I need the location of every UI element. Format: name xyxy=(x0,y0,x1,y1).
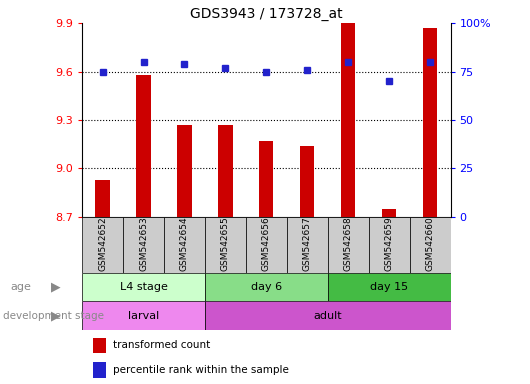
Text: development stage: development stage xyxy=(3,311,104,321)
Bar xyxy=(136,75,151,217)
Bar xyxy=(328,217,369,273)
Bar xyxy=(259,141,273,217)
Text: GSM542659: GSM542659 xyxy=(385,216,394,271)
Text: GSM542653: GSM542653 xyxy=(139,216,148,271)
Text: ▶: ▶ xyxy=(51,281,60,293)
Text: larval: larval xyxy=(128,311,159,321)
Text: day 6: day 6 xyxy=(251,282,282,292)
Text: GSM542654: GSM542654 xyxy=(180,216,189,271)
Bar xyxy=(246,217,287,273)
Bar xyxy=(123,217,164,273)
Text: adult: adult xyxy=(313,311,342,321)
Text: GSM542657: GSM542657 xyxy=(303,216,312,271)
Bar xyxy=(82,273,205,301)
Bar xyxy=(95,180,110,217)
Bar xyxy=(164,217,205,273)
Title: GDS3943 / 173728_at: GDS3943 / 173728_at xyxy=(190,7,342,21)
Bar xyxy=(287,217,328,273)
Bar xyxy=(410,217,450,273)
Text: GSM542656: GSM542656 xyxy=(262,216,271,271)
Bar xyxy=(382,209,396,217)
Bar xyxy=(369,217,410,273)
Bar xyxy=(328,273,450,301)
Bar xyxy=(82,301,205,330)
Text: GSM542655: GSM542655 xyxy=(221,216,230,271)
Bar xyxy=(341,23,355,217)
Text: GSM542660: GSM542660 xyxy=(426,216,435,271)
Bar xyxy=(205,301,450,330)
Bar xyxy=(93,362,106,377)
Bar xyxy=(178,125,192,217)
Text: age: age xyxy=(11,282,31,292)
Bar xyxy=(93,338,106,353)
Bar xyxy=(82,217,123,273)
Text: L4 stage: L4 stage xyxy=(120,282,167,292)
Text: day 15: day 15 xyxy=(370,282,408,292)
Bar xyxy=(218,125,233,217)
Text: GSM542658: GSM542658 xyxy=(343,216,352,271)
Text: transformed count: transformed count xyxy=(113,340,211,350)
Bar xyxy=(423,28,437,217)
Text: percentile rank within the sample: percentile rank within the sample xyxy=(113,365,289,375)
Bar xyxy=(205,273,328,301)
Bar xyxy=(300,146,314,217)
Bar xyxy=(205,217,246,273)
Text: GSM542652: GSM542652 xyxy=(98,216,107,271)
Text: ▶: ▶ xyxy=(51,310,60,322)
